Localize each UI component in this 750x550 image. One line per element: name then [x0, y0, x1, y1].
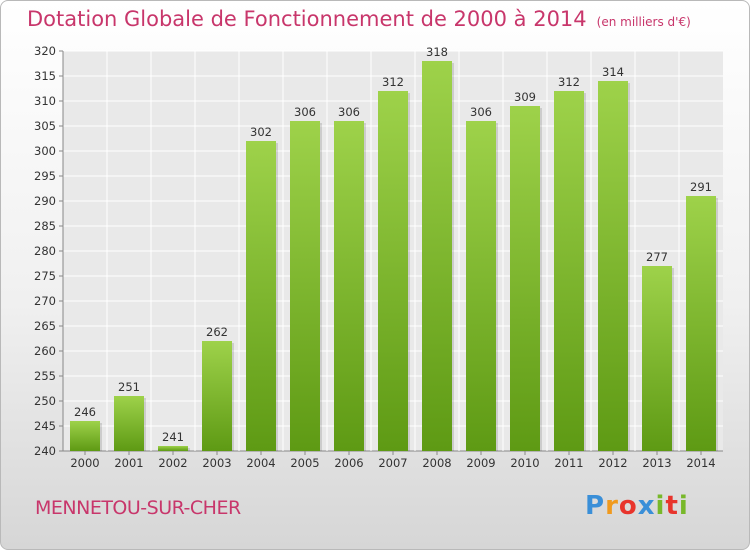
- logo-letter: o: [618, 491, 638, 521]
- chart-title: Dotation Globale de Fonctionnement de 20…: [27, 7, 691, 31]
- bar-2013: [642, 266, 672, 451]
- bar-2012: [598, 81, 628, 451]
- bar-2003: [202, 341, 232, 451]
- proxiti-logo: Proxiti: [585, 491, 689, 521]
- x-tick-label: 2013: [642, 456, 671, 470]
- x-tick-label: 2012: [598, 456, 627, 470]
- y-tick-label: 310: [34, 94, 56, 108]
- x-tick-label: 2014: [686, 456, 715, 470]
- data-label: 246: [74, 405, 96, 419]
- x-tick-label: 2001: [114, 456, 143, 470]
- data-label: 312: [382, 75, 404, 89]
- logo-letter: x: [637, 491, 656, 521]
- bar-2005: [290, 121, 320, 451]
- data-label: 306: [338, 105, 360, 119]
- y-tick-label: 255: [34, 369, 56, 383]
- y-tick-label: 305: [34, 119, 56, 133]
- y-tick-label: 315: [34, 69, 56, 83]
- unit-note: (en milliers d'€): [596, 15, 691, 29]
- y-tick-label: 265: [34, 319, 56, 333]
- data-label: 309: [514, 90, 536, 104]
- bar-2006: [334, 121, 364, 451]
- x-tick-label: 2000: [70, 456, 99, 470]
- x-tick-label: 2003: [202, 456, 231, 470]
- y-tick-label: 270: [34, 294, 56, 308]
- y-tick-label: 260: [34, 344, 56, 358]
- bar-2007: [378, 91, 408, 451]
- x-tick-label: 2007: [378, 456, 407, 470]
- data-label: 302: [250, 125, 272, 139]
- y-tick-label: 245: [34, 419, 56, 433]
- commune-name: MENNETOU-SUR-CHER: [35, 497, 241, 519]
- logo-letter: i: [678, 491, 689, 521]
- data-label: 306: [294, 105, 316, 119]
- y-tick-label: 275: [34, 269, 56, 283]
- x-tick-label: 2006: [334, 456, 363, 470]
- logo-letter: i: [655, 491, 666, 521]
- logo-letter: P: [585, 491, 606, 521]
- x-tick-label: 2010: [510, 456, 539, 470]
- y-tick-label: 300: [34, 144, 56, 158]
- y-tick-label: 280: [34, 244, 56, 258]
- bar-2001: [114, 396, 144, 451]
- data-label: 251: [118, 380, 140, 394]
- logo-letter: t: [665, 491, 679, 521]
- bar-2000: [70, 421, 100, 451]
- x-tick-label: 2002: [158, 456, 187, 470]
- data-label: 306: [470, 105, 492, 119]
- y-tick-label: 240: [34, 444, 56, 458]
- data-label: 312: [558, 75, 580, 89]
- data-label: 291: [690, 180, 712, 194]
- bar-2009: [466, 121, 496, 451]
- data-label: 314: [602, 65, 624, 79]
- x-tick-label: 2008: [422, 456, 451, 470]
- data-label: 241: [162, 430, 184, 444]
- bar-2011: [554, 91, 584, 451]
- logo-letter: r: [605, 491, 619, 521]
- x-tick-label: 2009: [466, 456, 495, 470]
- data-label: 318: [426, 45, 448, 59]
- x-tick-label: 2011: [554, 456, 583, 470]
- data-label: 262: [206, 325, 228, 339]
- bar-2008: [422, 61, 452, 451]
- y-tick-label: 285: [34, 219, 56, 233]
- bar-2004: [246, 141, 276, 451]
- y-tick-label: 250: [34, 394, 56, 408]
- x-tick-label: 2005: [290, 456, 319, 470]
- y-tick-label: 295: [34, 169, 56, 183]
- chart-title-text: Dotation Globale de Fonctionnement de 20…: [27, 7, 587, 31]
- x-tick-label: 2004: [246, 456, 275, 470]
- bar-2014: [686, 196, 716, 451]
- y-tick-label: 320: [34, 44, 56, 58]
- data-label: 277: [646, 250, 668, 264]
- y-tick-label: 290: [34, 194, 56, 208]
- bar-2010: [510, 106, 540, 451]
- bar-2002: [158, 446, 188, 451]
